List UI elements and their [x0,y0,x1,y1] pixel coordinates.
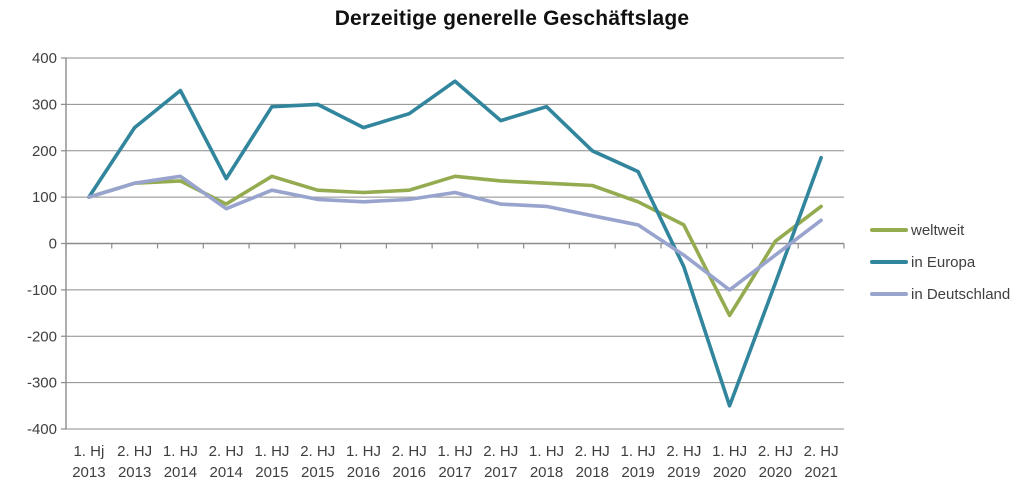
legend-label-weltweit: weltweit [911,221,965,239]
chart-legend: weltweit in Europa in Deutschland [870,219,1010,315]
x-tick-label-year: 2019 [621,464,654,481]
x-tick-label-period: 1. HJ [621,443,656,460]
x-tick-label-period: 2. HJ [300,443,335,460]
series-line-in-europa [87,79,823,408]
x-tick-label-year: 2018 [576,464,609,481]
x-tick-label-period: 1. HJ [346,443,381,460]
x-tick-label-year: 2015 [255,464,288,481]
y-tick-label: 400 [32,50,57,67]
in-europa-line-swatch-icon [870,260,908,264]
x-tick-label-period: 2. HJ [392,443,427,460]
x-tick-label-year: 2021 [804,464,837,481]
legend-label-in-deutschland: in Deutschland [911,285,1011,303]
x-tick-label-period: 2. HJ [575,443,610,460]
in-deutschland-line-swatch-icon [870,292,908,296]
legend-item-in-europa: in Europa [870,251,1010,273]
y-tick-label: -400 [27,421,57,438]
x-tick-label-year: 2017 [438,464,471,481]
x-tick-label-period: 1. HJ [254,443,289,460]
legend-item-weltweit: weltweit [870,219,1010,241]
axes [61,57,845,430]
series-lines [87,79,823,408]
y-tick-label: 200 [32,143,57,160]
x-tick-label-period: 2. HJ [209,443,244,460]
x-tick-label-period: 1. HJ [712,443,747,460]
x-tick-label-year: 2013 [72,464,105,481]
y-tick-label: -200 [27,328,57,345]
x-tick-label-year: 2013 [118,464,151,481]
x-tick-label-period: 2. HJ [804,443,839,460]
series-line-in-deutschland [87,174,823,292]
x-tick-label-year: 2016 [347,464,380,481]
x-tick-label-period: 2. HJ [666,443,701,460]
x-tick-label-year: 2014 [164,464,197,481]
legend-item-in-deutschland: in Deutschland [870,283,1010,305]
y-tick-label: 0 [49,236,57,253]
y-tick-label: 100 [32,189,57,206]
legend-label-in-europa: in Europa [911,253,976,271]
chart-title: Derzeitige generelle Geschäftslage [334,7,690,30]
y-tick-label: -300 [27,375,57,392]
x-tick-label-period: 1. HJ [437,443,472,460]
weltweit-line-swatch-icon [870,228,908,232]
x-tick-label-period: 1. Hj [73,443,104,460]
x-tick-label-year: 2020 [759,464,792,481]
gridlines [66,57,844,430]
x-tick-label-year: 2016 [393,464,426,481]
y-tick-label: -100 [27,282,57,299]
x-tick-label-period: 2. HJ [117,443,152,460]
x-tick-label-year: 2018 [530,464,563,481]
x-tick-label-period: 1. HJ [529,443,564,460]
x-tick-label-year: 2014 [209,464,242,481]
x-tick-label-year: 2020 [713,464,746,481]
x-tick-label-year: 2015 [301,464,334,481]
x-axis-labels: 1. Hj 2013 2. HJ 2013 1. HJ 2014 2. HJ 2014 1. H… [72,443,838,481]
y-axis-labels: -400 -300 -200 -100 0 100 200 300 400 [27,50,57,438]
x-tick-label-period: 2. HJ [483,443,518,460]
x-tick-label-period: 1. HJ [163,443,198,460]
x-tick-label-period: 2. HJ [758,443,793,460]
x-tick-label-year: 2019 [667,464,700,481]
y-tick-label: 300 [32,96,57,113]
x-tick-label-year: 2017 [484,464,517,481]
